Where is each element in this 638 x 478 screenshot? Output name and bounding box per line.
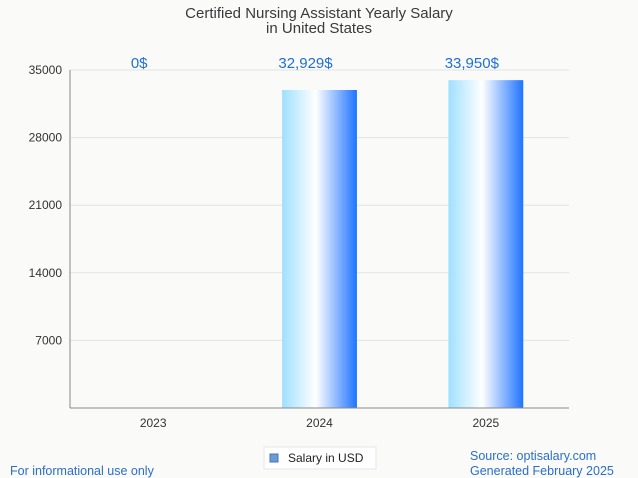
source-text: Source: optisalary.com xyxy=(470,449,596,463)
legend-swatch xyxy=(269,453,279,463)
data-labels: 0$ 32,929$ 33,950$ xyxy=(131,55,500,72)
x-axis-ticks: 2023 2024 2025 xyxy=(140,416,500,430)
generated-date-text: Generated February 2025 xyxy=(470,464,614,478)
y-tick-label: 28000 xyxy=(29,131,63,145)
disclaimer-text: For informational use only xyxy=(10,464,155,478)
x-tick-label-2023: 2023 xyxy=(140,416,167,430)
data-label-2025: 33,950$ xyxy=(445,55,500,72)
y-tick-label: 7000 xyxy=(35,333,62,347)
legend: Salary in USD xyxy=(263,446,377,470)
bar-2025 xyxy=(448,80,524,408)
y-tick-label: 14000 xyxy=(29,266,63,280)
data-label-2024: 32,929$ xyxy=(278,55,333,72)
y-tick-label: 35000 xyxy=(29,63,63,77)
chart-title-line-2: in United States xyxy=(266,20,372,37)
data-label-2023: 0$ xyxy=(131,55,148,72)
y-tick-label: 21000 xyxy=(29,198,63,212)
bars xyxy=(282,80,524,409)
y-axis-ticks: 7000 14000 21000 28000 35000 xyxy=(29,63,63,347)
chart-title-line-1: Certified Nursing Assistant Yearly Salar… xyxy=(185,5,453,22)
x-tick-label-2025: 2025 xyxy=(472,416,499,430)
bar-2024 xyxy=(282,89,357,409)
legend-label-salary: Salary in USD xyxy=(288,451,364,465)
x-tick-label-2024: 2024 xyxy=(306,416,333,430)
legend-box xyxy=(263,446,377,470)
